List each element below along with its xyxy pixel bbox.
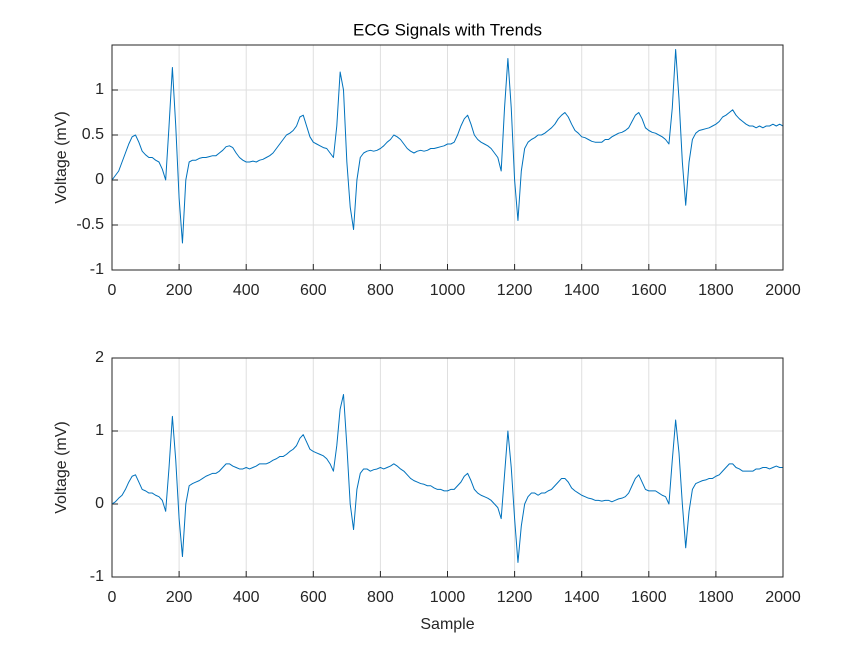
x-tick-label: 2000 (765, 282, 801, 299)
x-tick-label: 1600 (631, 589, 667, 606)
x-tick-label: 1200 (497, 282, 533, 299)
y-tick-label: 2 (95, 349, 104, 366)
y-tick-label: 1 (95, 81, 104, 98)
y-tick-label: -1 (90, 261, 104, 278)
x-tick-label: 1000 (430, 282, 466, 299)
x-tick-label: 200 (166, 282, 193, 299)
x-axis-label: Sample (420, 616, 474, 633)
axes-box (111, 44, 784, 271)
x-tick-label: 1800 (698, 282, 734, 299)
axes-box (111, 357, 784, 578)
x-tick-label: 1000 (430, 589, 466, 606)
axes: 0 200 400 600 800 1000 1200 1400 1600 1800 2000 -1 -… (53, 20, 801, 299)
y-tick-label: -1 (90, 568, 104, 585)
x-tick-label: 2000 (765, 589, 801, 606)
chart-title: ECG Signals with Trends (353, 20, 542, 39)
y-tick-label: 0 (95, 495, 104, 512)
x-tick-label: 1400 (564, 282, 600, 299)
x-tick-label: 1800 (698, 589, 734, 606)
signal-line (111, 394, 783, 563)
x-tick-label: 600 (300, 589, 327, 606)
x-tick-label: 800 (367, 589, 394, 606)
x-tick-label: 800 (367, 282, 394, 299)
x-tick-label: 600 (300, 282, 327, 299)
x-tick-label: 1400 (564, 589, 600, 606)
axes: 0 200 400 600 800 1000 1200 1400 1600 1800 2000-10… (53, 349, 801, 633)
x-tick-label: 400 (233, 282, 260, 299)
x-tick-label: 1200 (497, 589, 533, 606)
x-tick-label: 0 (108, 589, 117, 606)
y-axis-label: Voltage (mV) (53, 421, 70, 513)
x-tick-label: 400 (233, 589, 260, 606)
x-tick-label: 0 (108, 282, 117, 299)
y-tick-label: 1 (95, 422, 104, 439)
signal-line (111, 49, 784, 244)
y-tick-label: 0 (95, 171, 104, 188)
x-tick-label: 1600 (631, 282, 667, 299)
y-tick-label: 0.5 (82, 126, 104, 143)
y-axis-label: Voltage (mV) (53, 111, 70, 203)
x-tick-label: 200 (166, 589, 193, 606)
y-tick-label: -0.5 (76, 216, 104, 233)
